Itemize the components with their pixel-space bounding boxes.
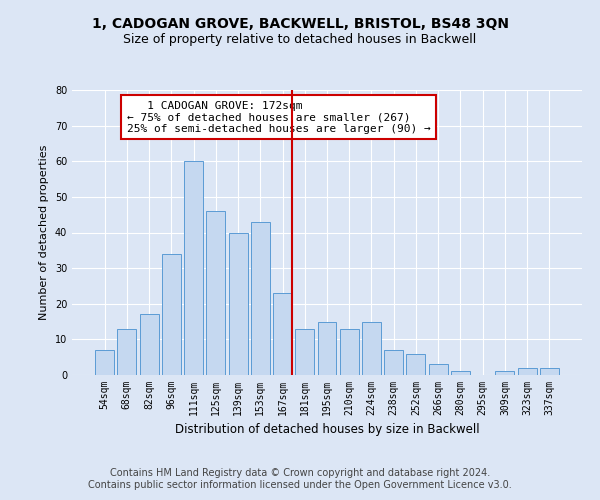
- Bar: [118, 328, 136, 375]
- Bar: [229, 232, 248, 375]
- Y-axis label: Number of detached properties: Number of detached properties: [39, 145, 49, 320]
- Bar: [451, 372, 470, 375]
- Bar: [540, 368, 559, 375]
- Bar: [429, 364, 448, 375]
- Text: Size of property relative to detached houses in Backwell: Size of property relative to detached ho…: [124, 32, 476, 46]
- Bar: [162, 254, 181, 375]
- Bar: [340, 328, 359, 375]
- Bar: [206, 211, 225, 375]
- Bar: [273, 293, 292, 375]
- Bar: [251, 222, 270, 375]
- Bar: [496, 372, 514, 375]
- Bar: [518, 368, 536, 375]
- Bar: [295, 328, 314, 375]
- Text: 1, CADOGAN GROVE, BACKWELL, BRISTOL, BS48 3QN: 1, CADOGAN GROVE, BACKWELL, BRISTOL, BS4…: [91, 18, 509, 32]
- Bar: [384, 350, 403, 375]
- Bar: [406, 354, 425, 375]
- Bar: [140, 314, 158, 375]
- Bar: [184, 161, 203, 375]
- Bar: [317, 322, 337, 375]
- Bar: [362, 322, 381, 375]
- X-axis label: Distribution of detached houses by size in Backwell: Distribution of detached houses by size …: [175, 424, 479, 436]
- Bar: [95, 350, 114, 375]
- Text: 1 CADOGAN GROVE: 172sqm
← 75% of detached houses are smaller (267)
25% of semi-d: 1 CADOGAN GROVE: 172sqm ← 75% of detache…: [127, 100, 431, 134]
- Text: Contains HM Land Registry data © Crown copyright and database right 2024.
Contai: Contains HM Land Registry data © Crown c…: [88, 468, 512, 490]
